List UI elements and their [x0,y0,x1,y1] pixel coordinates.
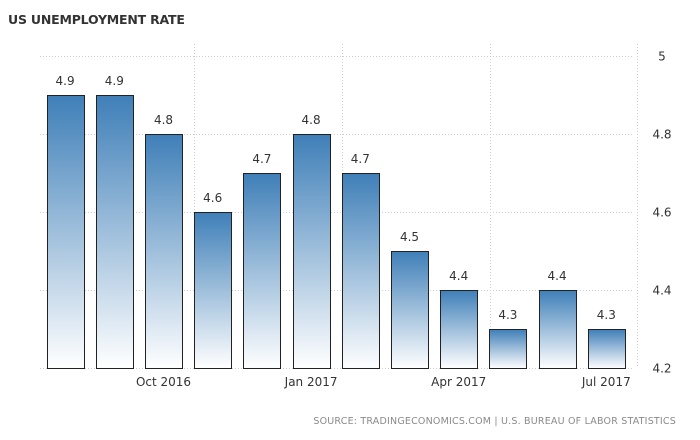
bar [342,173,380,369]
data-label: 4.7 [252,152,271,166]
y-tick-label: 4.2 [652,362,671,376]
x-tick-label: Apr 2017 [431,375,486,389]
chart-title: US UNEMPLOYMENT RATE [8,12,185,27]
bar [47,95,85,369]
x-axis-ticks: Oct 2016 Jan 2017 Apr 2017 Jul 2017 [136,375,631,389]
y-tick-label: 5 [658,50,666,64]
bar [489,329,527,369]
bar [194,212,232,369]
data-label: 4.9 [105,74,124,88]
bar [539,290,577,369]
bar [293,134,331,369]
bar [391,251,429,369]
bar [145,134,183,369]
data-label: 4.5 [400,230,419,244]
bar [440,290,478,369]
x-tick-label: Jul 2017 [581,375,631,389]
y-axis-ticks: 4.2 4.4 4.6 4.8 5 [652,50,671,376]
bars [47,95,626,369]
x-tick-label: Jan 2017 [284,375,338,389]
grid-lines [40,44,638,369]
bar [588,329,626,369]
bar [243,173,281,369]
source-credit: SOURCE: TRADINGECONOMICS.COM | U.S. BURE… [313,416,676,427]
data-label: 4.8 [154,113,173,127]
data-label: 4.3 [597,308,616,322]
data-label: 4.4 [449,269,468,283]
data-label: 4.8 [302,113,321,127]
data-label: 4.4 [548,269,567,283]
x-tick-label: Oct 2016 [136,375,191,389]
y-tick-label: 4.6 [652,206,671,220]
data-label: 4.3 [498,308,517,322]
bar [96,95,134,369]
data-label: 4.6 [203,191,222,205]
data-labels: 4.9 4.9 4.8 4.6 4.7 4.8 4.7 4.5 4.4 4.3 4.4 4.3 [56,74,616,322]
data-label: 4.9 [56,74,75,88]
y-tick-label: 4.8 [652,128,671,142]
y-tick-label: 4.4 [652,284,671,298]
data-label: 4.7 [351,152,370,166]
